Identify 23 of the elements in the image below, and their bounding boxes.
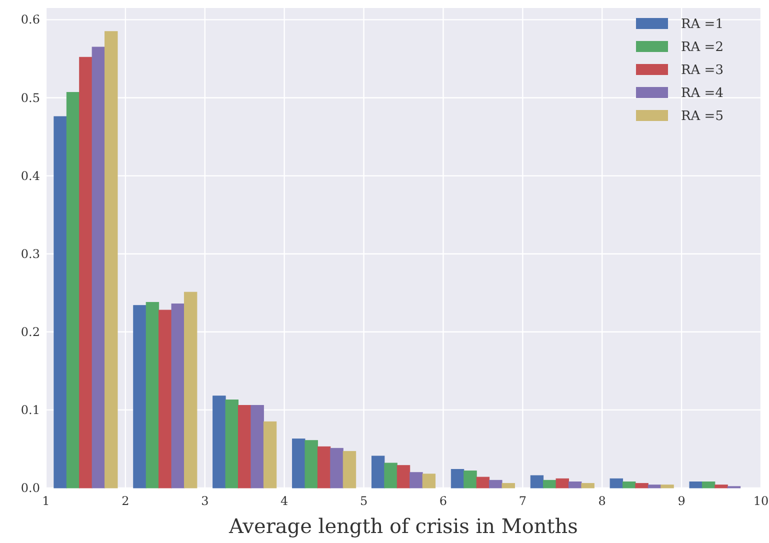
x-tick-label: 5 [360, 494, 368, 508]
y-tick-label: 0.0 [20, 481, 40, 495]
y-tick-label: 0.2 [20, 324, 40, 339]
legend-label: RA =2 [681, 40, 724, 55]
x-tick-label: 10 [753, 494, 769, 508]
x-axis-title: Average length of crisis in Months [228, 514, 578, 538]
x-tick-label: 4 [280, 494, 289, 508]
legend-label: RA =4 [681, 86, 724, 101]
legend-label: RA =3 [681, 63, 724, 78]
y-tick-label: 0.5 [20, 90, 40, 105]
x-tick-label: 1 [42, 494, 50, 508]
y-tick-label: 0.1 [20, 402, 40, 417]
y-tick-label: 0.6 [20, 12, 40, 27]
legend-label: RA =1 [681, 17, 724, 32]
x-tick-label: 8 [598, 494, 606, 508]
x-tick-label: 7 [518, 494, 526, 508]
y-tick-label: 0.3 [20, 246, 40, 261]
x-tick-label: 3 [201, 494, 209, 508]
x-tick-label: 6 [439, 494, 448, 508]
x-tick-label: 9 [678, 494, 686, 508]
x-tick-label: 2 [122, 494, 130, 508]
y-tick-label: 0.4 [20, 168, 40, 183]
legend-label: RA =5 [681, 109, 724, 124]
